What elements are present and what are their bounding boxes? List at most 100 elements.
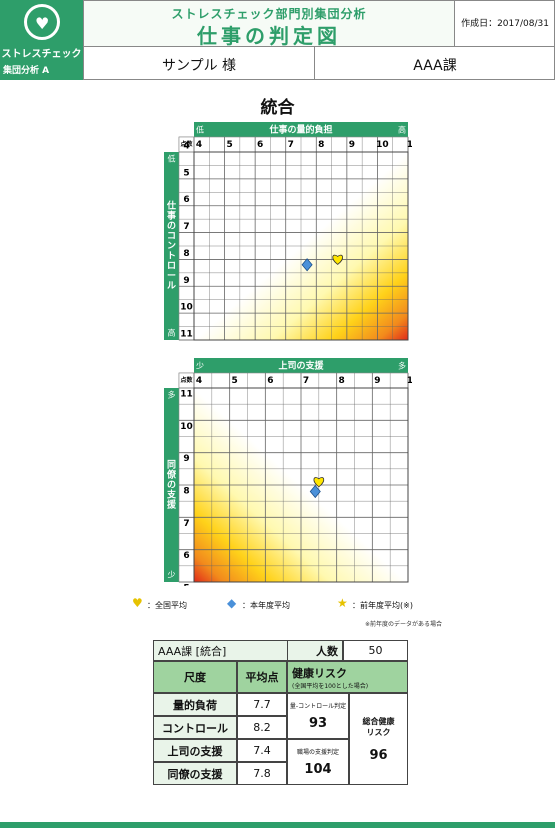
work-judgement-chart: 仕事の量的負担低高仕事のコントロール低高点数456789101111109876… (164, 122, 412, 341)
risk1-cell: 量-コントロール判定 93 (287, 693, 349, 739)
x-axis-high-label: 多 (398, 361, 406, 371)
current-year-point (309, 484, 321, 499)
y-axis-bottom-label: 少 (168, 571, 176, 580)
y-axis-label-char: 支 (166, 489, 177, 501)
x-tick-label: 9 (349, 140, 355, 150)
y-axis-label-char: 援 (167, 499, 177, 511)
y-tick-label: 10 (180, 422, 193, 432)
risk1-value: 93 (308, 716, 328, 731)
y-axis-label-char: ル (167, 281, 176, 292)
y-tick-label: 5 (183, 168, 189, 178)
x-tick-label: 8 (339, 376, 345, 386)
support-judgement-chart: 上司の支援少多同僚の支援多少点数45678910111098765 (164, 358, 412, 586)
logo-subtext: 集団分析 A (3, 66, 50, 76)
y-axis-label-char: 事 (167, 210, 176, 222)
y-tick-label: 8 (183, 249, 189, 259)
col-scale: 尺度 (153, 661, 237, 693)
x-axis-low-label: 低 (196, 125, 204, 135)
legend-note: ※前年度のデータがある場合 (365, 621, 443, 628)
y-axis-label-char: ロ (167, 262, 176, 272)
x-tick-label: 4 (196, 376, 202, 386)
y-axis-label-char: コ (167, 232, 176, 242)
x-tick-label: 6 (257, 140, 263, 150)
y-axis-label-char: ト (167, 251, 176, 262)
legend-national: ：全国平均 (147, 601, 187, 610)
row-value: 7.7 (237, 693, 287, 716)
legend-current: ：本年度平均 (242, 601, 290, 610)
corner-label: 点数 (180, 376, 193, 384)
y-axis-title-bar (164, 388, 179, 582)
report-subtitle: ストレスチェック部門別集団分析 (171, 7, 367, 21)
x-tick-label: 7 (303, 376, 309, 386)
corner-blank (164, 122, 194, 137)
y-axis-label-char: の (167, 221, 176, 232)
col-risk-note: (全国平均を100とした場合) (292, 682, 369, 690)
title-box (83, 0, 455, 47)
y-tick-label: 9 (183, 276, 189, 286)
footer-bar (0, 822, 555, 828)
plot-border (193, 151, 409, 341)
risk2-cell: 職場の支援判定 104 (287, 739, 349, 785)
x-tick-label: 6 (267, 376, 273, 386)
total-risk-cell: 総合健康 リスク 96 (349, 693, 408, 785)
y-axis-label-char: 同 (167, 460, 176, 471)
y-tick-label: 11 (180, 330, 193, 340)
row-label: 上司の支援 (153, 739, 237, 762)
created-date: 作成日：2017/08/31 (461, 19, 549, 29)
table-count-label: 人数 (287, 640, 343, 661)
x-axis-label: 仕事の量的負担 (268, 124, 332, 136)
x-tick-label: 5 (226, 140, 232, 150)
y-axis-bottom-label: 高 (168, 328, 176, 338)
row-value: 7.8 (237, 762, 287, 785)
x-axis-label: 上司の支援 (278, 360, 324, 372)
row-value: 8.2 (237, 716, 287, 739)
logo: ♥ ストレスチェック 集団分析 A (0, 0, 83, 80)
total-risk-label: 総合健康 リスク (362, 716, 395, 737)
row-label: 量的負荷 (153, 693, 237, 716)
y-tick-label: 11 (180, 390, 193, 400)
row-label: 同僚の支援 (153, 762, 237, 785)
risk2-label: 職場の支援判定 (296, 749, 339, 756)
x-tick-label: 7 (288, 140, 294, 150)
logo-text: ストレスチェック (1, 49, 82, 60)
national-average-point (332, 254, 343, 265)
y-tick-label: 6 (183, 551, 189, 561)
x-axis-title-bar (194, 358, 408, 373)
y-axis-label-char: 仕 (166, 200, 176, 212)
section-title: 統合 (260, 98, 295, 118)
national-average-point (313, 477, 325, 488)
total-risk-value: 96 (369, 747, 388, 763)
x-tick-label: 10 (407, 376, 412, 386)
name-box (83, 47, 315, 80)
x-tick-label: 9 (374, 376, 380, 386)
y-tick-label: 7 (183, 519, 189, 529)
logo-circle-icon: ♥ (24, 4, 60, 40)
y-tick-label: 4 (183, 142, 189, 152)
y-tick-label: 9 (183, 454, 189, 464)
national-average-heart-icon: ♥ (132, 596, 143, 610)
x-axis-low-label: 少 (196, 362, 204, 371)
previous-year-star-icon: ★ (337, 596, 348, 610)
y-axis-top-label: 多 (168, 390, 176, 400)
y-tick-label: 8 (183, 487, 189, 497)
col-risk: 健康リスク (全国平均を100とした場合) (287, 661, 408, 693)
current-year-diamond-icon: ◆ (227, 596, 237, 610)
x-tick-label: 11 (407, 140, 412, 150)
y-axis-label-char: 僚 (166, 469, 177, 481)
current-year-point (301, 258, 313, 272)
col-risk-label: 健康リスク (292, 666, 347, 680)
col-average: 平均点 (237, 661, 287, 693)
x-tick-label: 8 (318, 140, 324, 150)
x-axis-high-label: 高 (398, 125, 406, 135)
legend-previous: ：前年度平均(※) (352, 601, 413, 610)
y-axis-label-char: の (167, 480, 176, 491)
y-tick-label: 10 (180, 303, 193, 313)
y-tick-label: 5 (183, 584, 189, 587)
y-axis-title-bar (164, 152, 179, 340)
y-axis-label-char: ー (167, 272, 176, 282)
x-tick-label: 4 (196, 140, 202, 150)
table-count-value: 50 (343, 640, 408, 661)
risk2-value: 104 (304, 762, 332, 777)
recipient-name: サンプル 様 (161, 58, 237, 74)
row-value: 7.4 (237, 739, 287, 762)
